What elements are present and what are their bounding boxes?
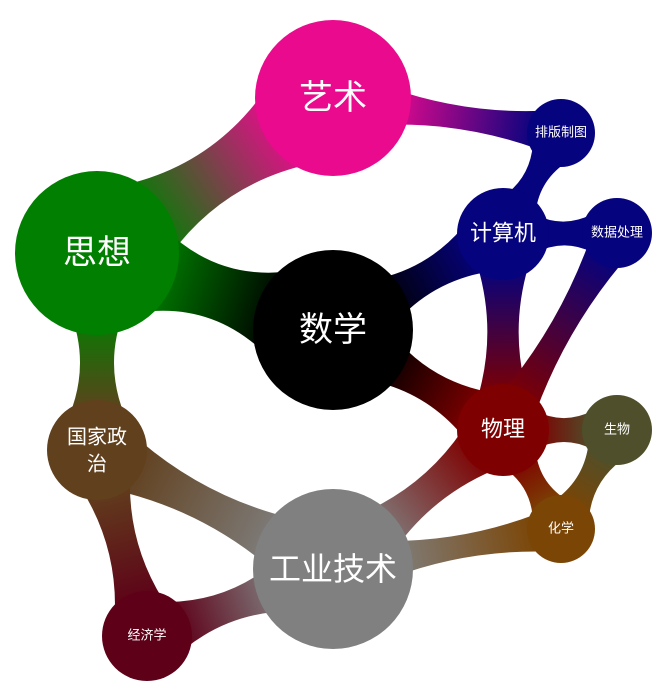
node-circle-economics [102,591,192,681]
node-art[interactable]: 艺术 [255,20,411,176]
node-circle-typeset [527,99,595,167]
edge-computer-physics [477,266,529,398]
node-thought[interactable]: 思想 [15,171,179,335]
node-typeset[interactable]: 排版制图 [527,99,595,167]
node-circle-industry [253,489,413,649]
edge-physics-biology [535,410,593,450]
node-politics[interactable]: 国家政治 [47,400,147,500]
node-label-dataproc: 数据处理 [591,226,643,241]
node-computer[interactable]: 计算机 [457,188,549,280]
node-dataproc[interactable]: 数据处理 [582,198,652,268]
node-economics[interactable]: 经济学 [102,591,192,681]
node-label-computer: 计算机 [470,222,536,247]
node-circle-thought [15,171,179,335]
node-label-industry: 工业技术 [269,550,397,588]
node-label-typeset: 排版制图 [535,126,587,141]
node-math[interactable]: 数学 [253,250,413,410]
edge-thought-politics [69,310,125,415]
edge-chemistry-industry [384,514,541,578]
edge-art-typeset [384,87,541,148]
node-label-thought: 思想 [63,233,131,273]
node-label-math: 数学 [299,310,367,350]
node-label-physics: 物理 [481,418,525,443]
node-label-art: 艺术 [299,78,367,118]
edge-politics-industry [115,441,296,569]
node-biology[interactable]: 生物 [582,395,652,465]
node-label-chemistry: 化学 [548,521,574,537]
node-circle-physics [457,384,549,476]
node-circle-chemistry [527,495,595,563]
node-chemistry[interactable]: 化学 [527,495,595,563]
edge-dataproc-physics [502,244,622,412]
node-label-politics: 国家政治 [67,425,127,476]
edge-politics-economics [82,477,163,612]
node-circle-math [253,250,413,410]
node-circle-politics [47,400,147,500]
node-circle-computer [457,188,549,280]
node-label-biology: 生物 [604,423,630,438]
edge-computer-dataproc [535,214,593,253]
node-industry[interactable]: 工业技术 [253,489,413,649]
node-circle-biology [582,395,652,465]
node-circle-art [255,20,411,176]
node-label-economics: 经济学 [127,628,166,644]
node-circle-dataproc [582,198,652,268]
node-physics[interactable]: 物理 [457,384,549,476]
